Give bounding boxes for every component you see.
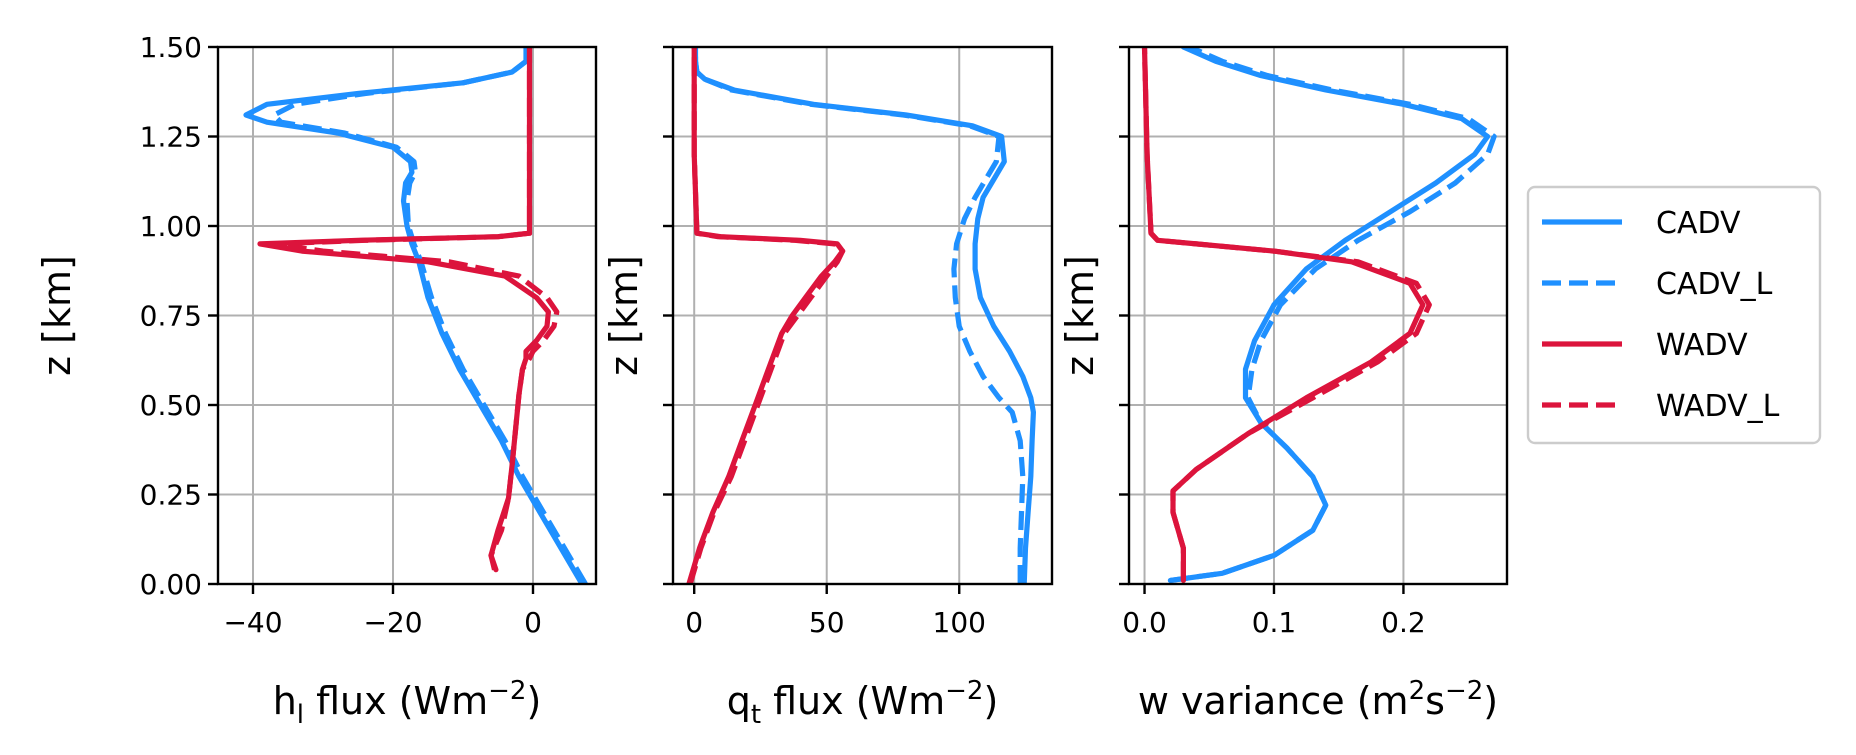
- panel-3: 0.0 0.1 0.2 z [km] w variance (m2s−2): [1058, 45, 1509, 723]
- x-axis-label-part: l: [297, 700, 304, 730]
- y-axis-label: z [km]: [1058, 255, 1102, 376]
- axes-frame: [1127, 45, 1509, 586]
- series-line-wadv-l: [271, 47, 560, 571]
- x-tick-label: 0: [685, 606, 703, 639]
- x-axis-label: qt flux (Wm−2): [727, 676, 999, 730]
- x-tick-label: 0.2: [1381, 606, 1426, 639]
- x-axis-label-part: −2: [488, 676, 526, 706]
- series-line-cadv-l: [692, 47, 1026, 584]
- series-group: [243, 47, 588, 584]
- legend-box: [1526, 185, 1822, 445]
- x-tick-label: −20: [363, 606, 422, 639]
- x-axis-label-part: t: [751, 700, 761, 730]
- panels-layer: 0.000.250.500.751.001.251.50−40 −20 0z [km…: [35, 31, 1509, 730]
- y-tick-label: 1.25: [140, 121, 202, 154]
- x-tick-label: 0.1: [1252, 606, 1297, 639]
- y-tick-label: 0.50: [140, 389, 202, 422]
- y-axis-label: z [km]: [35, 255, 79, 376]
- series-line-cadv: [1167, 47, 1491, 583]
- panel-2: 0 50 100 z [km] qt flux (Wm−2): [602, 45, 1054, 730]
- x-axis-label: w variance (m2s−2): [1138, 676, 1498, 723]
- axes-frame: [216, 45, 598, 586]
- x-tick-label: 0: [524, 606, 542, 639]
- legend-label: CADV_L: [1656, 267, 1773, 302]
- x-axis-label-part: s: [1425, 679, 1445, 723]
- series-line-cadv-l: [271, 47, 588, 584]
- x-tick-label: 100: [933, 606, 986, 639]
- series-group: [1141, 47, 1497, 583]
- y-tick-label: 1.00: [140, 210, 202, 243]
- y-tick-label: 0.75: [140, 300, 202, 333]
- series-line-wadv: [1141, 47, 1426, 583]
- y-tick-label: 0.00: [140, 568, 202, 601]
- x-axis-label-part: −2: [1445, 676, 1483, 706]
- y-tick-label: 0.25: [140, 479, 202, 512]
- x-axis-label-part: ): [983, 679, 998, 723]
- x-axis-label-part: h: [273, 679, 297, 723]
- x-axis-label: hl flux (Wm−2): [273, 676, 542, 730]
- x-tick-label: 0.0: [1122, 606, 1167, 639]
- axes-frame: [671, 45, 1054, 586]
- series-line-wadv-l: [1141, 47, 1432, 581]
- series-line-cadv-l: [1170, 47, 1497, 583]
- x-axis-label-part: w variance (m: [1138, 679, 1409, 723]
- legend-label: CADV: [1656, 206, 1741, 241]
- x-axis-label-part: −2: [945, 676, 983, 706]
- x-axis-label-part: ): [1483, 679, 1498, 723]
- x-axis-label-part: flux (Wm: [761, 679, 945, 723]
- y-axis-label: z [km]: [602, 255, 646, 376]
- x-tick-label: −40: [223, 606, 282, 639]
- panel-1: 0.00 0.25 0.50 0.75 1.00 1.25 1.50 −40 −20 0 z [km…: [35, 31, 598, 730]
- x-axis-label-part: flux (Wm: [304, 679, 488, 723]
- legend: CADV CADV_L WADV WADV_L: [1526, 185, 1822, 445]
- x-axis-label-part: ): [526, 679, 541, 723]
- x-axis-label-part: 2: [1409, 676, 1426, 706]
- legend-label: WADV_L: [1656, 389, 1780, 424]
- series-line-wadv-l: [687, 47, 846, 584]
- y-tick-label: 1.50: [140, 31, 202, 64]
- x-tick-label: 50: [809, 606, 845, 639]
- x-axis-label-part: q: [727, 679, 751, 723]
- series-group: [686, 47, 1036, 584]
- legend-label: WADV: [1656, 328, 1748, 363]
